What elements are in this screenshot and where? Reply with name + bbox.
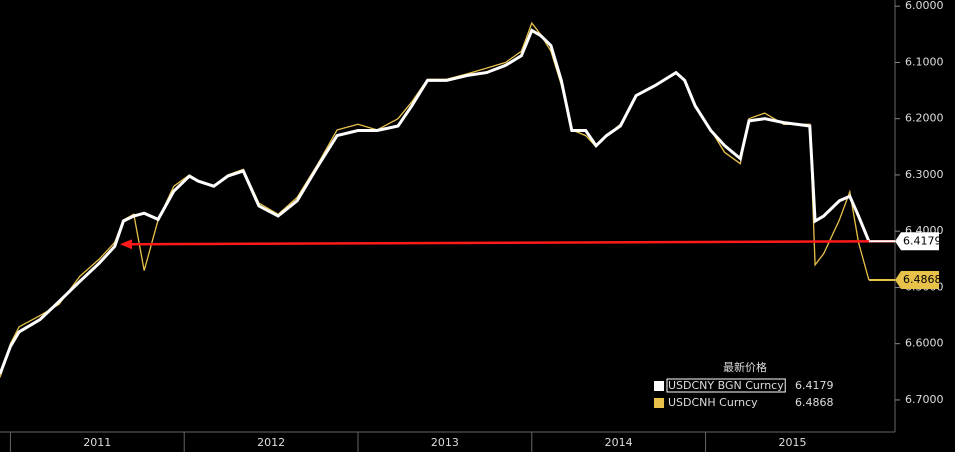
y-tick-label: 6.7000	[905, 393, 944, 406]
x-tick-label: 2014	[605, 436, 633, 449]
x-tick-label: 2015	[778, 436, 806, 449]
y-tick-label: 6.6000	[905, 337, 944, 350]
value-badge-label: 6.4179	[903, 234, 942, 247]
reference-arrow-head	[120, 239, 132, 250]
legend-label: USDCNH Curncy	[668, 396, 758, 409]
series-line	[0, 28, 871, 375]
x-tick-label: 2012	[257, 436, 285, 449]
y-tick-label: 6.1000	[905, 55, 944, 68]
reference-arrow	[127, 240, 896, 246]
x-tick-label: 2011	[83, 436, 111, 449]
legend-value: 6.4868	[795, 396, 834, 409]
legend-swatch	[654, 398, 664, 408]
value-badge-label: 6.4868	[903, 273, 942, 286]
legend-value: 6.4179	[795, 379, 834, 392]
x-tick-label: 2013	[431, 436, 459, 449]
legend-label: USDCNY BGN Curncy	[668, 379, 784, 392]
y-tick-label: 6.0000	[905, 0, 944, 12]
y-tick-label: 6.2000	[905, 112, 944, 125]
value-badge	[895, 271, 939, 290]
value-badge	[895, 232, 939, 251]
legend-swatch	[654, 381, 664, 391]
legend-title: 最新价格	[723, 360, 767, 374]
legend-highlight	[666, 378, 786, 393]
y-tick-label: 6.3000	[905, 168, 944, 181]
legend-box	[648, 358, 838, 412]
